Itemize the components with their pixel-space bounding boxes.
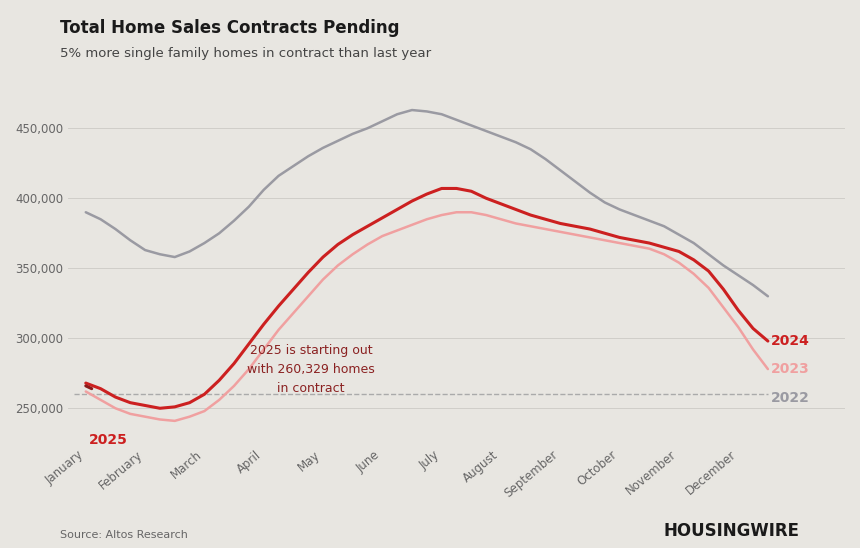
Text: Total Home Sales Contracts Pending: Total Home Sales Contracts Pending: [60, 19, 400, 37]
Text: 2024: 2024: [771, 334, 810, 348]
Text: 5% more single family homes in contract than last year: 5% more single family homes in contract …: [60, 47, 432, 60]
Text: 2025: 2025: [89, 433, 127, 448]
Text: 2025 is starting out
with 260,329 homes
in contract: 2025 is starting out with 260,329 homes …: [248, 344, 375, 395]
Text: Source: Altos Research: Source: Altos Research: [60, 530, 188, 540]
Text: 2023: 2023: [771, 362, 809, 376]
Text: 2022: 2022: [771, 391, 810, 406]
Text: HOUSINGWIRE: HOUSINGWIRE: [664, 522, 800, 540]
